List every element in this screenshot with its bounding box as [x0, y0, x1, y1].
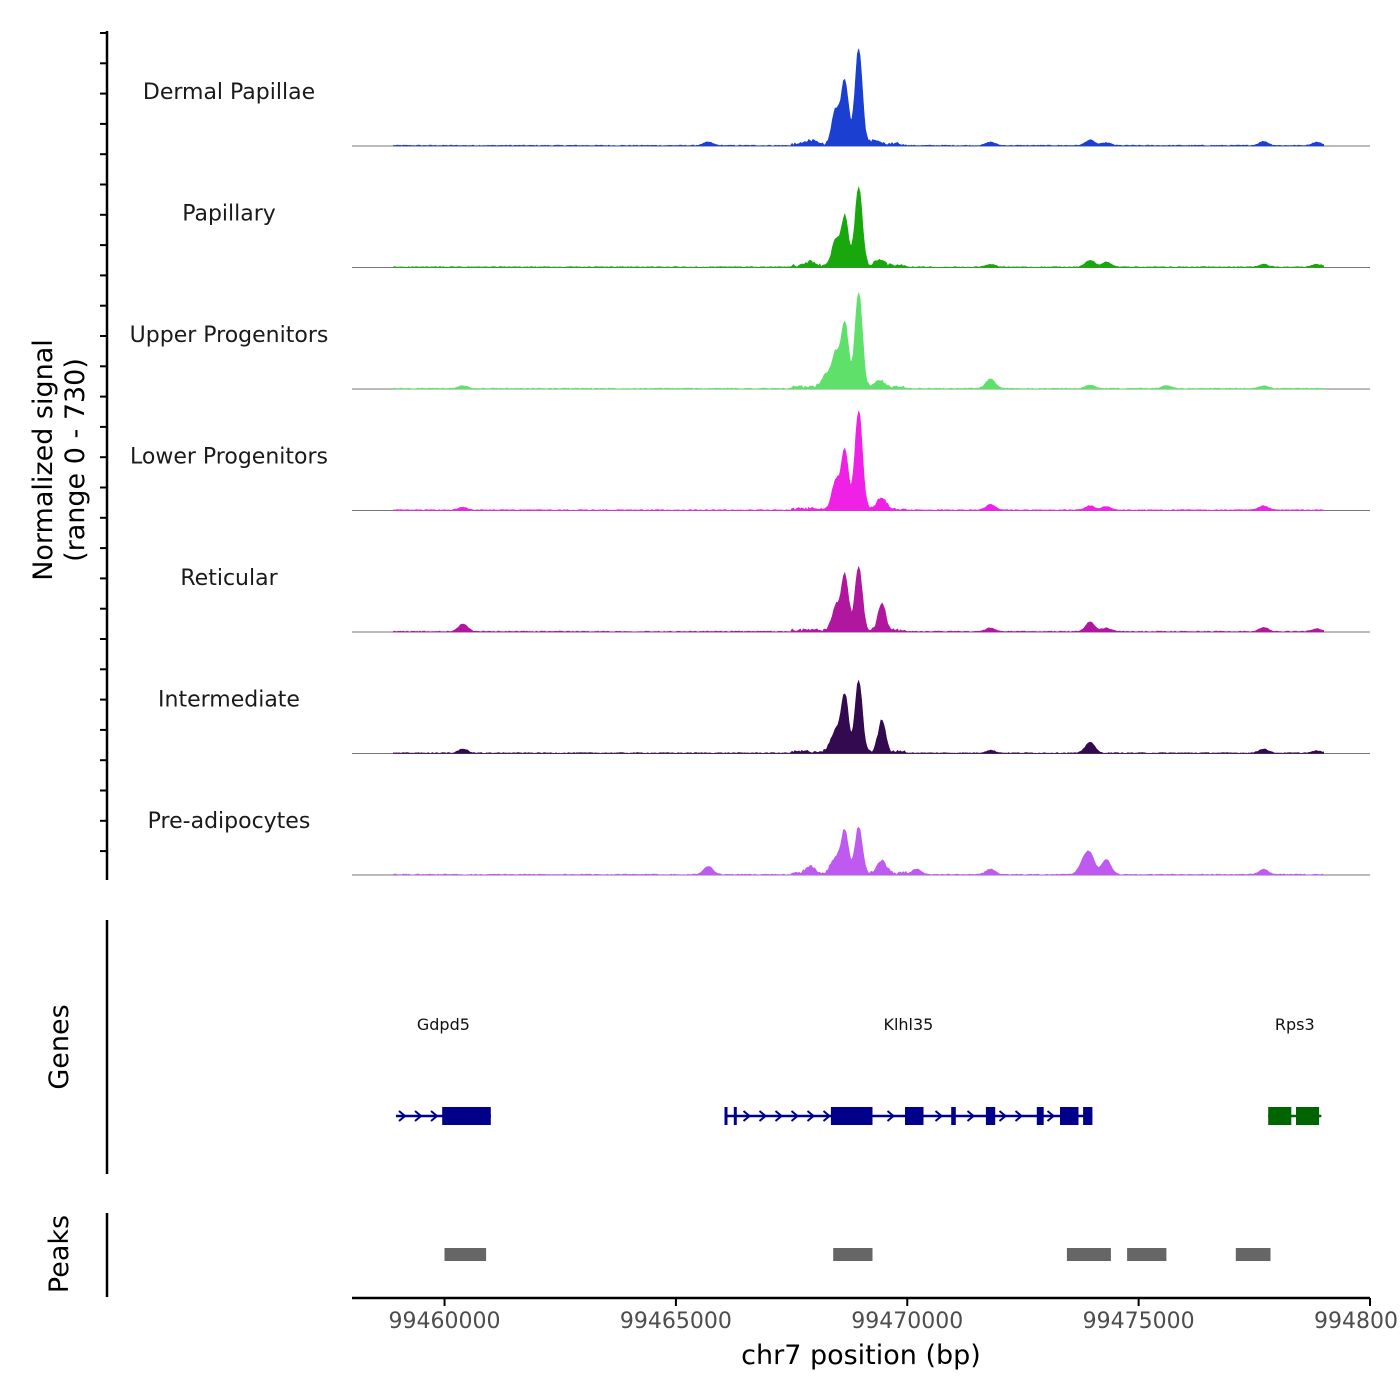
x-axis-ticks: 99460000 99465000 99470000 99475000 994800: [389, 1298, 1398, 1334]
track-2: Upper Progenitors: [130, 292, 1370, 390]
exon: [442, 1107, 491, 1125]
track-5: Intermediate: [158, 679, 1370, 754]
x-tick-label: 99465000: [620, 1309, 732, 1334]
exon: [1268, 1107, 1292, 1125]
strand-arrow: [430, 1110, 439, 1122]
peak-region: [1066, 1248, 1111, 1261]
strand-arrow: [398, 1110, 407, 1122]
coverage-area: [393, 565, 1324, 633]
peak-region: [833, 1248, 873, 1261]
genes-track-label: Genes: [44, 1004, 75, 1089]
strand-arrow: [1014, 1110, 1024, 1122]
peak-region: [1235, 1248, 1271, 1261]
strand-arrow: [886, 1110, 896, 1122]
track-label: Reticular: [180, 566, 278, 591]
track-label: Dermal Papillae: [143, 80, 315, 105]
strand-arrow: [806, 1110, 816, 1122]
track-label: Lower Progenitors: [130, 445, 328, 470]
exon: [951, 1107, 956, 1125]
track-3: Lower Progenitors: [130, 410, 1370, 511]
track-1: Papillary: [182, 186, 1370, 268]
exon: [830, 1107, 873, 1125]
exon: [1036, 1107, 1044, 1125]
x-tick-label: 99475000: [1083, 1309, 1195, 1334]
track-4: Reticular: [180, 565, 1370, 633]
strand-arrow: [742, 1110, 752, 1122]
strand-arrow: [1046, 1110, 1056, 1122]
peak-region: [444, 1248, 487, 1261]
track-0: Dermal Papillae: [143, 48, 1370, 147]
exon: [724, 1107, 728, 1125]
strand-arrow: [966, 1110, 976, 1122]
gene-gdpd5: Gdpd5: [395, 1015, 491, 1125]
y-axis-label-line1: Normalized signal: [28, 339, 59, 581]
gene-annotations: Gdpd5 Klhl35 Rps3: [395, 1015, 1322, 1125]
exon: [733, 1107, 737, 1125]
peaks-track-label: Peaks: [44, 1215, 75, 1293]
track-label: Pre-adipocytes: [148, 809, 311, 834]
track-label: Intermediate: [158, 688, 300, 713]
strand-arrow: [758, 1110, 768, 1122]
coverage-area: [393, 410, 1324, 511]
coverage-area: [393, 186, 1324, 268]
coverage-y-ticks: [100, 32, 107, 853]
x-axis-label: chr7 position (bp): [741, 1340, 981, 1371]
peak-region: [1127, 1248, 1167, 1261]
strand-arrow: [774, 1110, 784, 1122]
track-label: Upper Progenitors: [130, 323, 329, 348]
coverage-area: [393, 292, 1324, 390]
gene-label: Gdpd5: [417, 1015, 470, 1034]
exon: [1060, 1107, 1079, 1125]
exon: [1083, 1107, 1093, 1125]
peak-regions: [444, 1248, 1271, 1261]
coverage-area: [393, 826, 1324, 876]
exon: [985, 1107, 996, 1125]
track-label: Papillary: [182, 202, 276, 227]
exon: [1296, 1107, 1320, 1125]
strand-arrow: [414, 1110, 423, 1122]
gene-rps3: Rps3: [1268, 1015, 1322, 1125]
x-tick-label: 99470000: [851, 1309, 963, 1334]
coverage-tracks: Dermal Papillae Papillary Upper Progenitor…: [130, 48, 1370, 876]
gene-label: Rps3: [1275, 1015, 1315, 1034]
x-tick-label: 99460000: [389, 1309, 501, 1334]
gene-label: Klhl35: [883, 1015, 933, 1034]
strand-arrow: [934, 1110, 944, 1122]
coverage-area: [393, 48, 1324, 147]
strand-arrow: [790, 1110, 800, 1122]
coverage-area: [393, 679, 1324, 754]
gene-klhl35: Klhl35: [724, 1015, 1093, 1125]
y-axis-label-line2: (range 0 - 730): [60, 358, 91, 562]
track-6: Pre-adipocytes: [148, 809, 1370, 876]
exon: [905, 1107, 924, 1125]
strand-arrow: [822, 1110, 832, 1122]
x-tick-label: 994800: [1314, 1309, 1398, 1334]
strand-arrow: [998, 1110, 1008, 1122]
